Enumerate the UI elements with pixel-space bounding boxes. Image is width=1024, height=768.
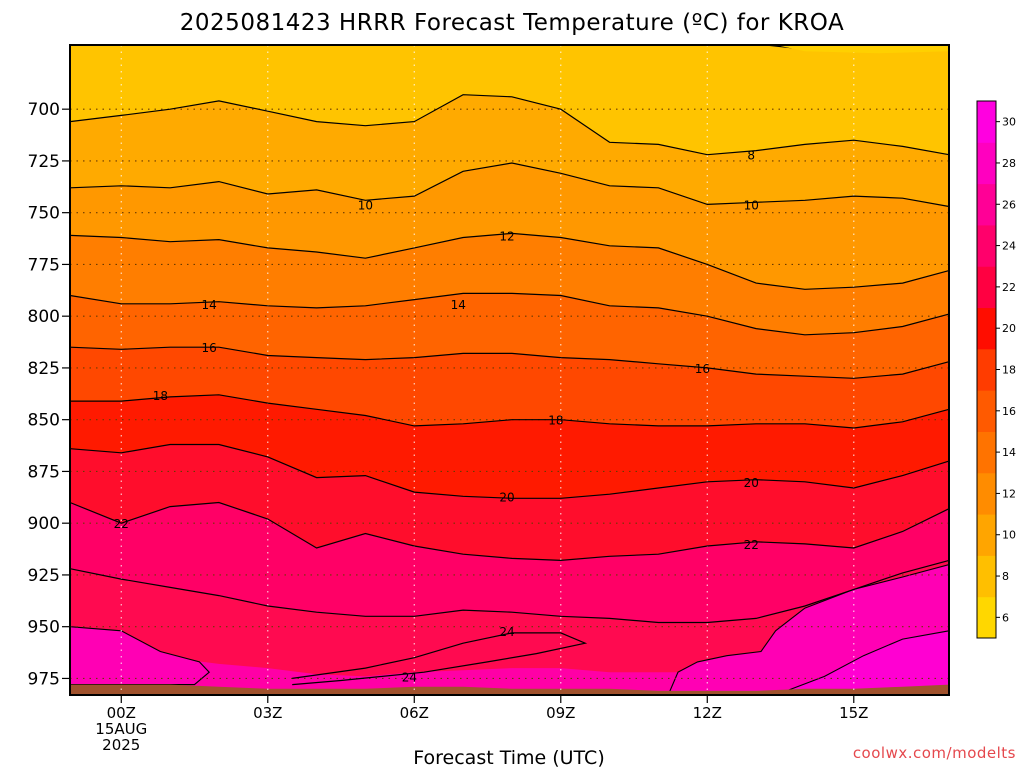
y-tick-label-925: 925: [28, 566, 60, 586]
isotherm-label-14: 14: [451, 298, 466, 312]
colorbar-tick-label-10: 10: [1002, 529, 1016, 542]
isotherm-18: [70, 394, 950, 429]
isotherm-label-24: 24: [402, 670, 417, 684]
isotherm-24-lower: [292, 632, 588, 686]
isotherm-label-14: 14: [202, 298, 217, 312]
isotherm-label-18: 18: [548, 414, 563, 428]
y-tick-label-975: 975: [28, 669, 60, 689]
isotherm-20: [69, 443, 950, 499]
x-tick-label-12Z: 12Z: [693, 704, 722, 722]
isotherm-label-20: 20: [499, 490, 514, 504]
x-tick-label-09Z: 09Z: [546, 704, 575, 722]
y-tick-label-950: 950: [28, 618, 60, 638]
colorbar-tick-label-14: 14: [1002, 446, 1016, 459]
colorbar-tick-label-24: 24: [1002, 240, 1016, 253]
colorbar-tick-label-12: 12: [1002, 487, 1016, 500]
isotherm-labels: 8 10 10 12 14 14 16 16 18 18 20 20 22 22 24 24: [114, 149, 759, 685]
x-tick-date: 15AUG: [95, 720, 147, 738]
y-tick-label-900: 900: [28, 514, 60, 534]
colorbar-swatch-6: [977, 596, 996, 639]
y-axis: 700 725 750 775 800 825 850 875 900 925 950 975: [28, 100, 70, 689]
colorbar-swatch-10: [977, 514, 996, 556]
colorbar-tick-label-30: 30: [1002, 116, 1016, 129]
chart-title: 2025081423 HRRR Forecast Temperature (ºC…: [180, 10, 844, 36]
terrain-ground: [70, 684, 949, 695]
isotherm-label-18: 18: [153, 389, 168, 403]
colorbar-tick-label-8: 8: [1002, 570, 1009, 583]
band-lt6: [775, 45, 949, 54]
isotherm-lines: [69, 44, 950, 686]
y-tick-label-875: 875: [28, 462, 60, 482]
isotherm-12: [69, 232, 950, 290]
colorbar-swatch-12: [977, 472, 996, 515]
credit-link[interactable]: coolwx.com/modelts: [853, 744, 1016, 762]
colorbar-tick-label-6: 6: [1002, 611, 1009, 624]
colorbar-swatch-16: [977, 390, 996, 432]
colorbar-tick-label-16: 16: [1002, 405, 1016, 418]
colorbar-swatch-24: [977, 224, 996, 267]
plot-area: 8 10 10 12 14 14 16 16 18 18 20 20 22 22 24 24: [69, 44, 950, 696]
y-tick-label-725: 725: [28, 152, 60, 172]
x-tick-label-00Z: 00Z: [107, 704, 136, 722]
isotherm-label-20: 20: [744, 476, 759, 490]
y-tick-label-700: 700: [28, 100, 60, 120]
isotherm-label-24: 24: [499, 625, 514, 639]
x-axis-label: Forecast Time (UTC): [413, 747, 604, 768]
x-tick-label-03Z: 03Z: [253, 704, 282, 722]
colorbar-tick-label-28: 28: [1002, 157, 1016, 170]
isotherm-label-10: 10: [358, 198, 373, 212]
isotherm-22: [69, 501, 950, 562]
colorbar-tick-label-18: 18: [1002, 364, 1016, 377]
isotherm-label-16: 16: [202, 341, 217, 355]
colorbar-swatch-8: [977, 555, 996, 598]
isotherm-24-upper: [69, 559, 950, 624]
isotherm-8: [69, 94, 950, 156]
colorbar-tick-label-22: 22: [1002, 281, 1016, 294]
isotherm-label-22: 22: [744, 538, 759, 552]
temperature-bands: [70, 45, 949, 695]
y-tick-label-825: 825: [28, 359, 60, 379]
isotherm-label-10: 10: [744, 198, 759, 212]
y-tick-label-750: 750: [28, 204, 60, 224]
isotherm-14: [69, 292, 950, 336]
colorbar-swatch-14: [977, 431, 996, 474]
colorbar-swatch-28: [977, 142, 996, 185]
colorbar-swatch-20: [977, 307, 996, 350]
colorbar-swatch-30: [977, 101, 996, 143]
isotherm-label-12: 12: [499, 229, 514, 243]
isotherm-16: [69, 346, 950, 379]
grid-lines: [70, 45, 949, 695]
x-tick-year: 2025: [102, 736, 140, 754]
y-tick-label-775: 775: [28, 255, 60, 275]
colorbar-tick-label-26: 26: [1002, 198, 1016, 211]
colorbar-tick-label-20: 20: [1002, 322, 1016, 335]
isotherm-label-16: 16: [695, 362, 710, 376]
y-tick-label-850: 850: [28, 411, 60, 431]
y-tick-label-800: 800: [28, 307, 60, 327]
x-tick-label-06Z: 06Z: [400, 704, 429, 722]
isotherm-10: [69, 162, 950, 208]
plot-frame: [69, 44, 950, 696]
colorbar-swatch-26: [977, 183, 996, 226]
colorbar: 6 8 10 12 14 16 18 20 22 24 26 28 30: [976, 100, 1016, 639]
isotherm-label-8: 8: [747, 149, 755, 163]
colorbar-swatch-22: [977, 266, 996, 309]
colorbar-swatch-18: [977, 348, 996, 391]
isotherm-label-22: 22: [114, 517, 129, 531]
x-tick-label-15Z: 15Z: [839, 704, 868, 722]
ground-fill: [70, 684, 949, 695]
